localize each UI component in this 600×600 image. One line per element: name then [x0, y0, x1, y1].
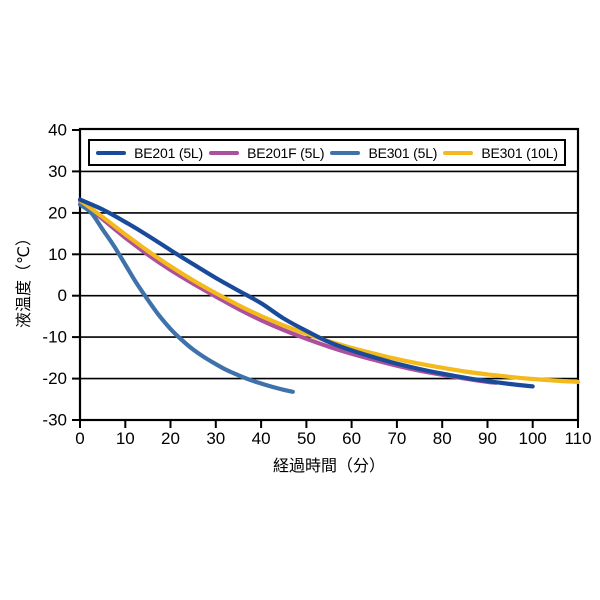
y-tick-label: 10 [48, 245, 67, 264]
legend-swatch-be301-5l [330, 150, 361, 155]
legend-item-be201f-5l: BE201F (5L) [209, 145, 324, 161]
x-tick-label: 80 [433, 429, 452, 448]
x-tick-label: 70 [387, 429, 406, 448]
legend-label-be301-10l: BE301 (10L) [481, 144, 558, 161]
legend-label-be201f-5l: BE201F (5L) [247, 144, 325, 161]
x-tick-label: 100 [519, 429, 547, 448]
y-axis-title: 液温度（℃） [16, 230, 33, 328]
legend-swatch-be201f-5l [209, 150, 240, 155]
series-curve-2 [77, 202, 295, 394]
chart-legend: BE201 (5L) BE201F (5L) BE301 (5L) BE301 … [88, 139, 566, 166]
series-curve-0 [77, 197, 535, 389]
legend-swatch-be201-5l [96, 150, 127, 155]
x-tick-label: 110 [564, 429, 591, 448]
legend-item-be201-5l: BE201 (5L) [96, 145, 203, 161]
y-tick-label: -20 [42, 369, 67, 388]
x-tick-label: 50 [297, 429, 316, 448]
legend-label-be301-5l: BE301 (5L) [368, 144, 438, 161]
y-tick-label: -10 [42, 328, 67, 347]
x-axis-title: 経過時間（分） [272, 458, 385, 475]
x-tick-label: 40 [252, 429, 271, 448]
legend-label-be201-5l: BE201 (5L) [134, 144, 203, 161]
legend-swatch-be301-10l [443, 150, 474, 155]
legend-item-be301-5l: BE301 (5L) [330, 145, 437, 161]
y-tick-label: 20 [48, 203, 67, 222]
y-tick-label: -30 [42, 411, 67, 430]
x-tick-label: 10 [116, 429, 135, 448]
y-tick-label: 30 [48, 162, 67, 181]
x-tick-label: 0 [75, 429, 84, 448]
x-tick-label: 90 [478, 429, 497, 448]
x-tick-label: 60 [342, 429, 361, 448]
y-tick-label: 0 [58, 286, 67, 305]
series-curve-3 [77, 198, 581, 384]
x-tick-label: 20 [161, 429, 180, 448]
x-tick-label: 30 [206, 429, 225, 448]
legend-item-be301-10l: BE301 (10L) [443, 144, 558, 161]
plot-frame [78, 127, 580, 422]
y-tick-label: 40 [48, 121, 67, 140]
